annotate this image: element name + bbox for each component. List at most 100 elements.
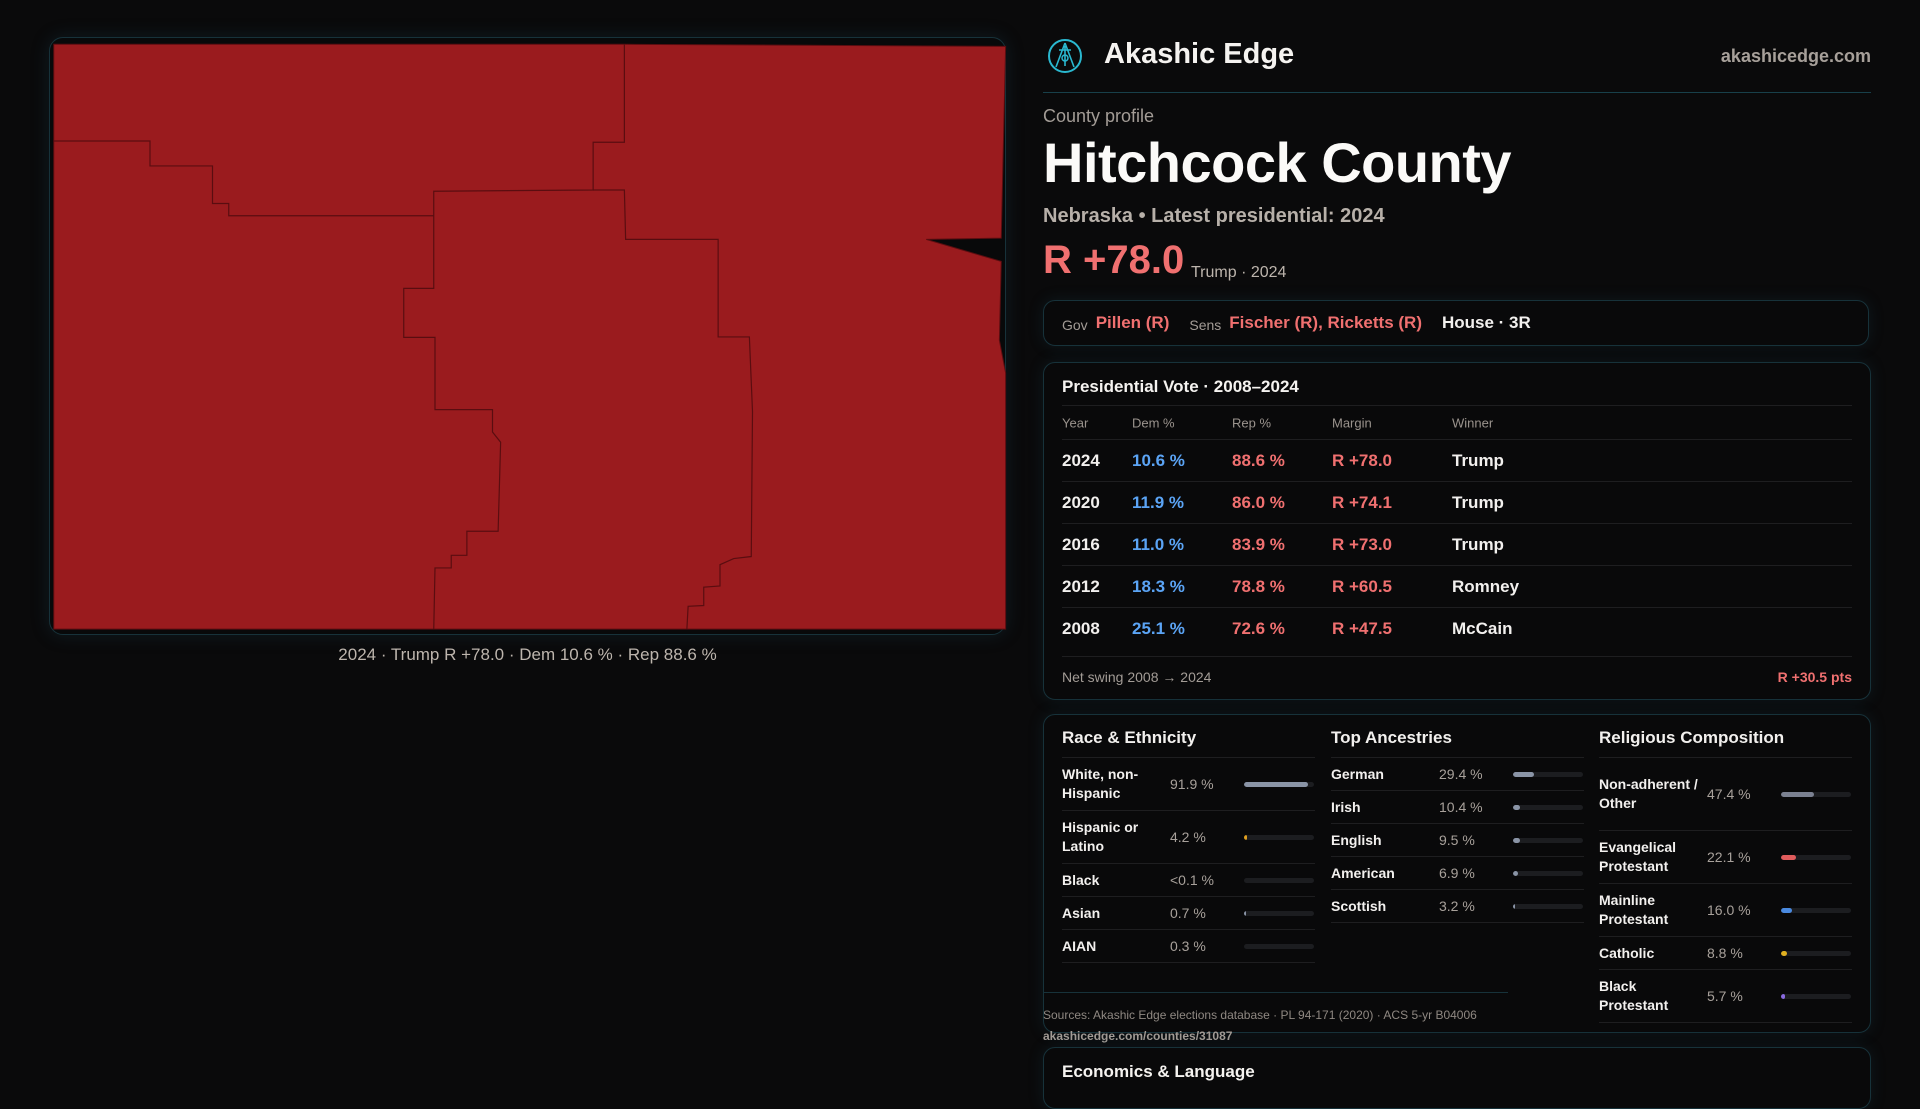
dem-cell: 11.0 % xyxy=(1132,534,1184,554)
card-title: Presidential Vote · 2008–2024 xyxy=(1062,377,1299,396)
bar-track xyxy=(1513,903,1583,909)
row-label: Non-adherent / Other xyxy=(1599,776,1698,811)
winner-cell: Trump xyxy=(1452,450,1504,470)
bar-fill xyxy=(1244,834,1247,840)
subtitle: Nebraska • Latest presidential: 2024 xyxy=(1043,205,1385,227)
winner-cell: Trump xyxy=(1452,492,1504,512)
dem-cell: 18.3 % xyxy=(1132,576,1185,596)
row-value: 47.4 % xyxy=(1707,786,1751,802)
eyebrow: County profile xyxy=(1043,106,1155,126)
column-rows: German 29.4 % Irish 10.4 % English 9.5 % Ameri… xyxy=(1331,757,1584,923)
column-header: Dem % xyxy=(1132,415,1175,430)
row-label: Evangelical Protestant xyxy=(1599,839,1677,874)
column-title: Religious Composition xyxy=(1599,728,1785,747)
year-cell: 2008 xyxy=(1062,618,1100,638)
table-row[interactable]: 2020 11.9 % 86.0 % R +74.1 Trump xyxy=(1062,481,1852,523)
county-url[interactable]: akashicedge.com/counties/31087 xyxy=(1043,1029,1233,1043)
senators: Fischer (R), Ricketts (R) xyxy=(1229,313,1422,332)
demographic-row: Irish 10.4 % xyxy=(1331,791,1584,824)
boundary-line xyxy=(593,190,752,629)
winner-cell: Romney xyxy=(1452,576,1520,596)
county-shape[interactable] xyxy=(54,44,1006,629)
row-value: 29.4 % xyxy=(1439,766,1483,782)
row-label: White, non-Hispanic xyxy=(1062,766,1139,801)
bar-track xyxy=(1244,781,1314,787)
table-row[interactable]: 2024 10.6 % 88.6 % R +78.0 Trump xyxy=(1062,439,1852,481)
county-map[interactable] xyxy=(40,30,1020,670)
table-row[interactable]: 2008 25.1 % 72.6 % R +47.5 McCain xyxy=(1062,607,1852,649)
compass-key-emblem-icon[interactable] xyxy=(1047,38,1083,74)
demographic-row: English 9.5 % xyxy=(1331,824,1584,857)
margin-headline: R +78.0 xyxy=(1043,238,1185,282)
demographic-row: Scottish 3.2 % xyxy=(1331,890,1584,923)
demographic-row: Black <0.1 % xyxy=(1062,864,1315,897)
row-label: Scottish xyxy=(1331,897,1387,914)
row-label: German xyxy=(1331,765,1384,782)
swing-value: R +30.5 pts xyxy=(1777,669,1852,685)
gov-label: Gov xyxy=(1062,317,1088,333)
demographic-row: White, non-Hispanic 91.9 % xyxy=(1062,758,1315,811)
table-row[interactable]: 2016 11.0 % 83.9 % R +73.0 Trump xyxy=(1062,523,1852,565)
net-swing: Net swing 2008 → 2024 R +30.5 pts xyxy=(1062,656,1852,685)
dem-cell: 25.1 % xyxy=(1132,618,1185,638)
winner-cell: Trump xyxy=(1452,534,1504,554)
bar-track xyxy=(1244,943,1314,949)
sources-text: Sources: Akashic Edge elections database… xyxy=(1043,1008,1477,1022)
row-value: 91.9 % xyxy=(1170,776,1214,792)
rep-cell: 78.8 % xyxy=(1232,576,1285,596)
swing-label: Net swing 2008 → 2024 xyxy=(1062,669,1212,685)
demographic-row: Catholic 8.8 % xyxy=(1599,937,1852,970)
bar-fill xyxy=(1781,907,1793,913)
bar-fill xyxy=(1513,804,1521,810)
row-value: 22.1 % xyxy=(1707,849,1751,865)
column-header: Margin xyxy=(1332,415,1372,430)
row-label: American xyxy=(1331,864,1395,881)
row-value: 6.9 % xyxy=(1439,865,1475,881)
row-value: 3.2 % xyxy=(1439,898,1475,914)
year-cell: 2024 xyxy=(1062,450,1100,470)
rep-cell: 86.0 % xyxy=(1232,492,1285,512)
row-value: 0.3 % xyxy=(1170,938,1206,954)
economics-card: Economics & Language xyxy=(1043,1047,1871,1109)
demographics-card: Race & Ethnicity White, non-Hispanic 91.9 … xyxy=(1043,714,1871,1033)
page-title: Hitchcock County xyxy=(1043,131,1512,194)
table-header: Year Dem % Rep % Margin Winner xyxy=(1062,405,1852,439)
officials-bar: Gov Pillen (R) Sens Fischer (R), Rickett… xyxy=(1043,300,1869,346)
governor: Pillen (R) xyxy=(1095,313,1170,332)
column-header: Year xyxy=(1062,415,1089,430)
bar-track xyxy=(1513,804,1583,810)
row-value: <0.1 % xyxy=(1170,872,1214,888)
demographic-row: AIAN 0.3 % xyxy=(1062,930,1315,963)
row-value: 5.7 % xyxy=(1707,988,1743,1004)
bar-track xyxy=(1781,993,1851,999)
site-link[interactable]: akashicedge.com xyxy=(1720,46,1871,66)
demographic-row: American 6.9 % xyxy=(1331,857,1584,890)
row-label: Catholic xyxy=(1599,944,1655,961)
boundary-line xyxy=(404,44,625,629)
bar-fill xyxy=(1244,878,1246,883)
demographic-row: Evangelical Protestant 22.1 % xyxy=(1599,831,1852,884)
margin-note: Trump · 2024 xyxy=(1191,264,1287,281)
demographic-row: Hispanic or Latino 4.2 % xyxy=(1062,811,1315,864)
demographic-row: Non-adherent / Other 47.4 % xyxy=(1599,758,1852,831)
margin-cell: R +47.5 xyxy=(1332,618,1393,638)
row-label: Black xyxy=(1062,871,1100,888)
bar-track xyxy=(1513,837,1583,843)
year-cell: 2012 xyxy=(1062,576,1100,596)
bar-fill xyxy=(1244,944,1246,949)
margin-cell: R +73.0 xyxy=(1332,534,1393,554)
map-caption: 2024 · Trump R +78.0 · Dem 10.6 % · Rep … xyxy=(338,645,717,664)
sens-label: Sens xyxy=(1189,317,1222,333)
brand-name[interactable]: Akashic Edge xyxy=(1104,38,1295,70)
bar-fill xyxy=(1513,870,1518,876)
column-header: Rep % xyxy=(1232,415,1272,430)
row-label: Mainline Protestant xyxy=(1599,892,1669,927)
rep-cell: 88.6 % xyxy=(1232,450,1285,470)
year-cell: 2016 xyxy=(1062,534,1100,554)
demographic-row: Asian 0.7 % xyxy=(1062,897,1315,930)
row-value: 9.5 % xyxy=(1439,832,1475,848)
table-row[interactable]: 2012 18.3 % 78.8 % R +60.5 Romney xyxy=(1062,565,1852,607)
boundary-line xyxy=(54,141,434,216)
bar-track xyxy=(1513,870,1583,876)
precinct-boundaries xyxy=(54,44,753,629)
